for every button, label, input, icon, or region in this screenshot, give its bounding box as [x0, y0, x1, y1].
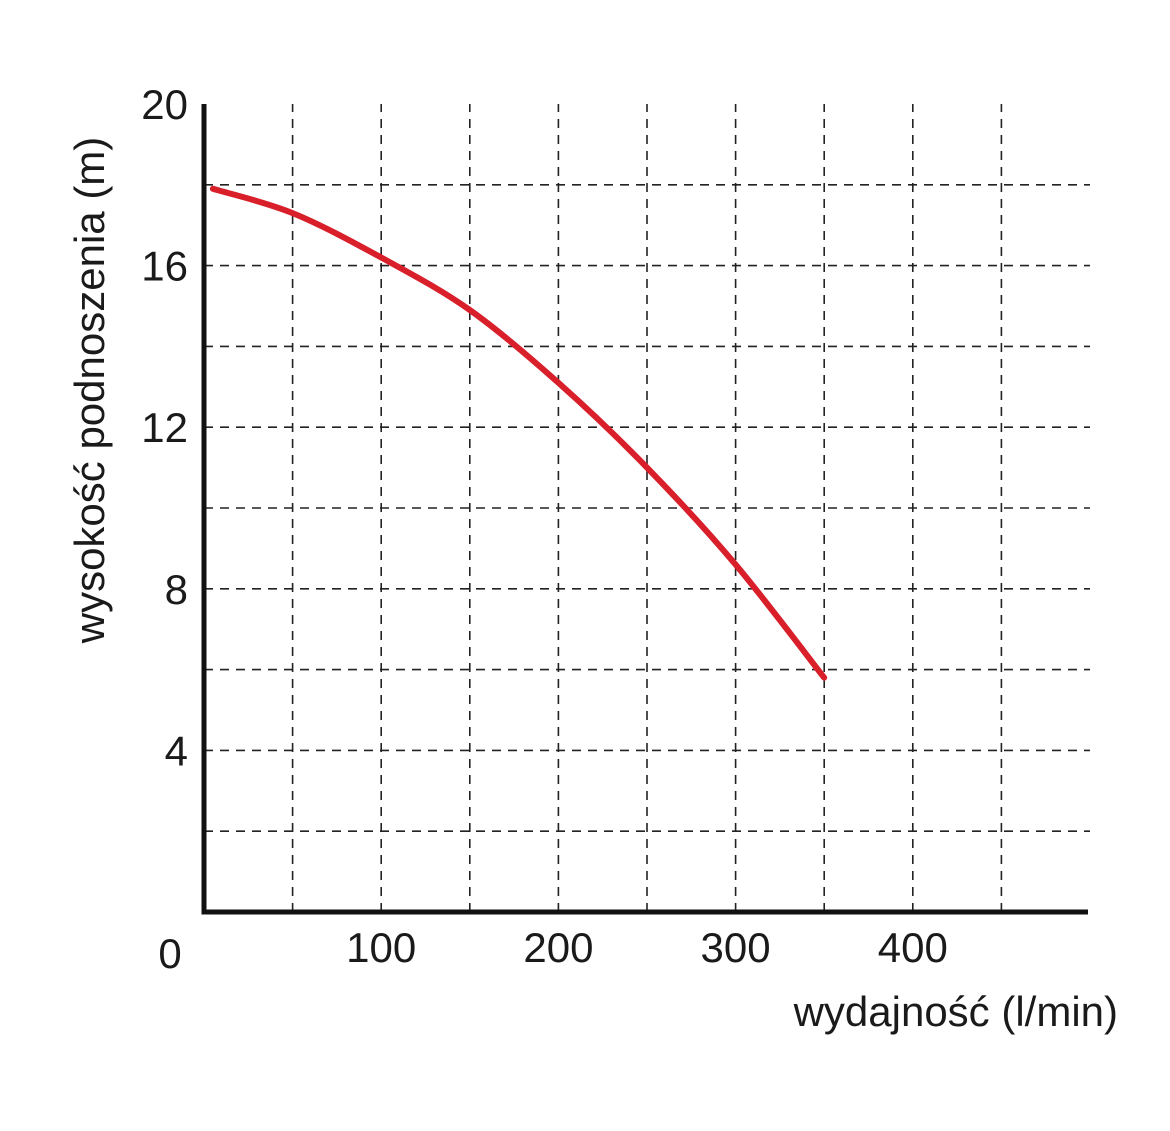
- x-tick-label: 100: [346, 924, 416, 971]
- y-tick-label: 20: [141, 81, 188, 128]
- y-axis-title: wysokość podnoszenia (m): [66, 137, 113, 645]
- x-axis-title: wydajność (l/min): [793, 988, 1118, 1035]
- origin-label: 0: [158, 930, 181, 977]
- y-tick-label: 4: [165, 727, 188, 774]
- axes: [201, 104, 1088, 915]
- x-tick-label: 400: [878, 924, 948, 971]
- x-tick-label: 300: [701, 924, 771, 971]
- series-line-0: [209, 185, 828, 681]
- tick-labels: 100 200 300 400 4 8 12 16 20: [141, 81, 948, 971]
- y-tick-label: 16: [141, 243, 188, 290]
- series-layer: [209, 185, 828, 681]
- grid: [204, 104, 1090, 912]
- x-tick-label: 200: [523, 924, 593, 971]
- y-tick-label: 12: [141, 404, 188, 451]
- y-tick-label: 8: [165, 566, 188, 613]
